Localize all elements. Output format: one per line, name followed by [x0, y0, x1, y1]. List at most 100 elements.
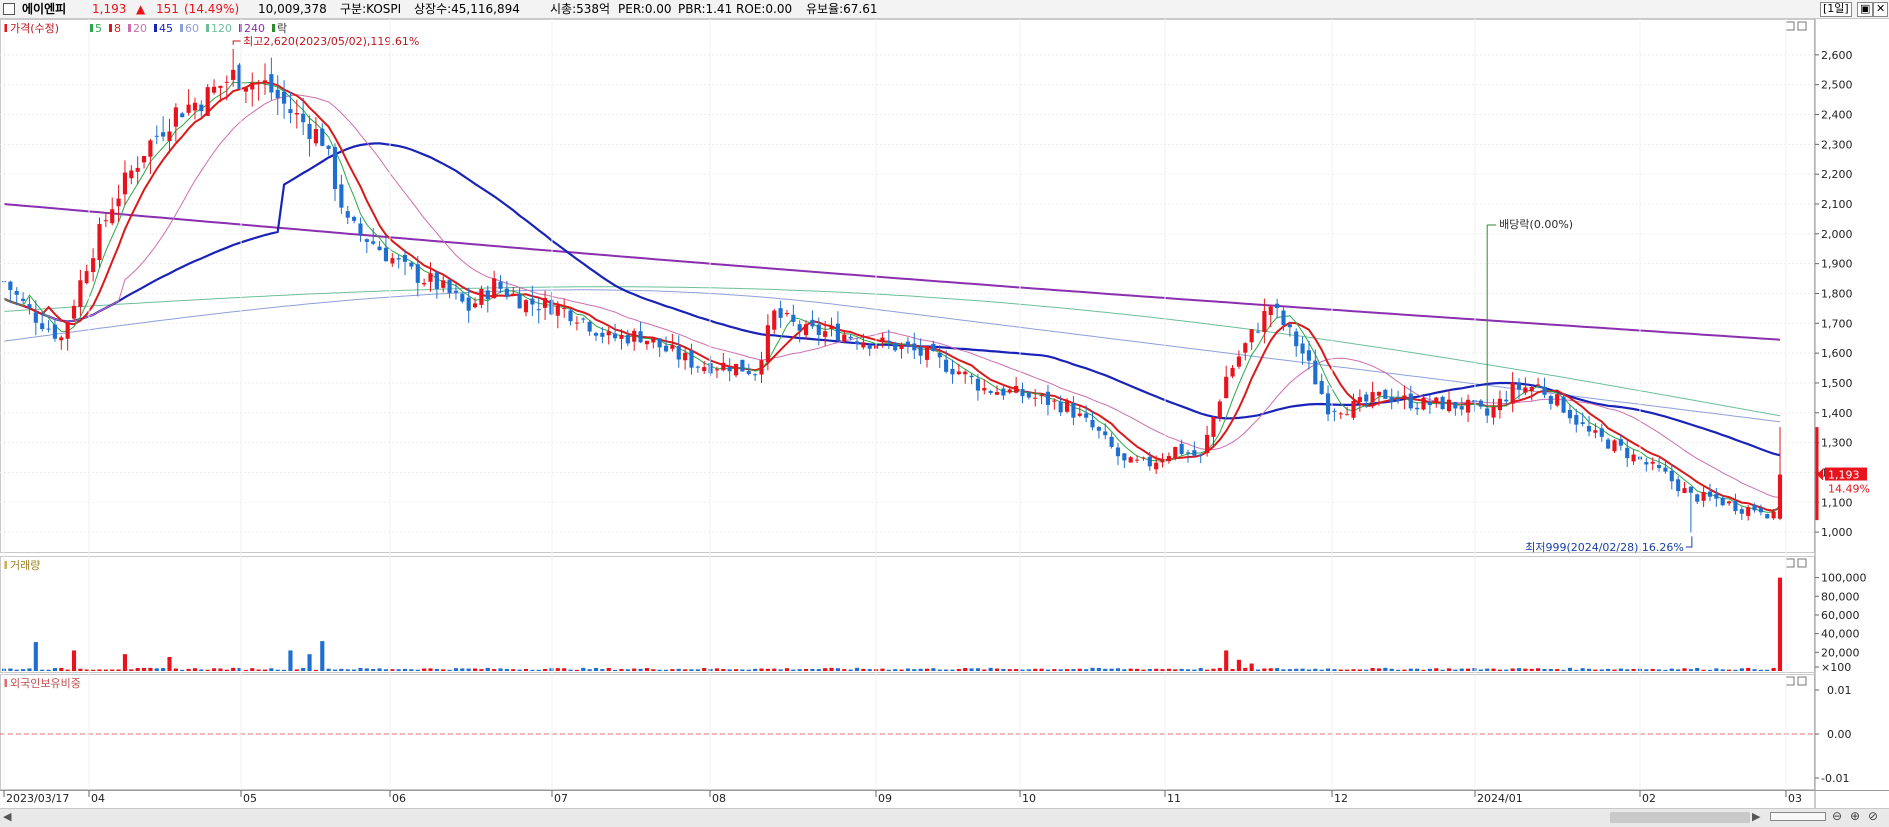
candle-body: [1020, 388, 1025, 397]
volume-bar: [1504, 669, 1509, 671]
high-marker: [232, 40, 242, 45]
volume-bar: [116, 669, 121, 671]
candle-body: [956, 371, 961, 375]
volume-bar: [657, 669, 662, 671]
candle-body: [1166, 455, 1171, 462]
candle-body: [740, 359, 745, 372]
candle-body: [71, 305, 77, 319]
candle-body: [1351, 400, 1356, 418]
volume-bar: [320, 641, 325, 671]
volume-bar: [1720, 669, 1725, 671]
volume-bar: [1071, 669, 1076, 671]
volume-bar: [1230, 668, 1235, 671]
zoom-in-icon[interactable]: ⊕: [1850, 809, 1861, 823]
volume-bar: [606, 667, 611, 671]
legend-ma-5: 5: [95, 22, 102, 35]
price-change-pct: (14.49%): [184, 2, 240, 16]
volume-bar: [1656, 669, 1662, 671]
candle-body: [1542, 386, 1547, 395]
volume-bar: [1395, 669, 1401, 671]
volume-bar: [759, 668, 764, 671]
volume-bar: [275, 669, 280, 671]
zoom-slider[interactable]: [1770, 812, 1826, 821]
candle-body: [587, 321, 592, 332]
volume-bar: [199, 669, 204, 671]
horizontal-scrollbar[interactable]: ◀ ▶ ⊖ ⊕ ⊘: [0, 808, 1889, 827]
volume-bar: [148, 667, 153, 671]
candle-body: [1364, 394, 1369, 402]
close-icon: [1797, 676, 1807, 686]
candle-body: [224, 81, 229, 83]
volume-bar: [1567, 667, 1573, 671]
volume-bar: [994, 668, 1000, 671]
candle-body: [103, 220, 108, 222]
window-icon[interactable]: [3, 3, 15, 15]
volume-bar: [110, 669, 115, 671]
candle-body: [1128, 457, 1133, 463]
volume-bar: [1612, 669, 1617, 671]
volume-bar: [1695, 667, 1700, 671]
candle-body: [65, 322, 70, 339]
volume-bar: [1084, 669, 1089, 671]
volume-bar: [1096, 667, 1101, 671]
arrow-left-icon[interactable]: ◀: [3, 810, 12, 823]
candle-body: [1357, 397, 1362, 402]
candle-body: [613, 333, 618, 339]
volume-bar: [402, 668, 408, 671]
x-tick-label: 2024/01: [1477, 792, 1523, 805]
candle-body: [485, 290, 490, 300]
ma240-line: [3, 203, 1781, 341]
volume-bar: [282, 669, 287, 671]
zoom-out-icon[interactable]: ⊖: [1832, 809, 1843, 823]
volume-bar: [173, 668, 178, 671]
volume-bar: [1115, 668, 1121, 671]
candle-body: [1160, 459, 1165, 463]
candle-body: [721, 362, 726, 371]
volume-bar: [441, 669, 446, 671]
candle-body: [1536, 384, 1541, 386]
close-icon[interactable]: ✕: [1873, 2, 1889, 17]
volume-bar: [568, 669, 573, 671]
volume-bar: [1281, 669, 1286, 671]
restore-icon[interactable]: ▣: [1857, 2, 1874, 17]
volume-bar: [867, 669, 872, 671]
scroll-thumb[interactable]: [1610, 812, 1750, 823]
candle-body: [345, 211, 350, 218]
candle-body: [1548, 396, 1553, 404]
candle-body: [383, 247, 389, 262]
candle-body: [352, 216, 357, 221]
ma20-line: [3, 94, 1781, 498]
candle-body: [1676, 479, 1681, 492]
volume-bar: [1618, 668, 1623, 671]
zoom-reset-icon[interactable]: ⊘: [1868, 809, 1879, 823]
candle-body: [969, 375, 974, 378]
volume-bar: [1287, 669, 1292, 671]
volume-bar: [231, 667, 236, 671]
volume-bar: [733, 669, 739, 671]
candle-body: [893, 342, 898, 351]
volume-bar: [689, 669, 694, 671]
volume-bar: [1625, 669, 1630, 671]
period-selector[interactable]: [1일]: [1820, 2, 1852, 17]
volume-bar: [1478, 669, 1483, 671]
candle-body: [619, 334, 624, 339]
volume-bar: [415, 669, 420, 671]
candle-body: [1383, 389, 1388, 399]
candle-body: [1122, 453, 1127, 461]
candle-body: [963, 371, 968, 375]
candle-body: [523, 300, 529, 313]
volume-bar: [880, 668, 885, 671]
volume-bar: [937, 669, 942, 671]
candle-body: [1325, 393, 1331, 415]
candle-body: [784, 312, 790, 315]
volume-bar: [886, 669, 891, 671]
volume-bar: [1211, 668, 1216, 671]
volume-bar: [1580, 668, 1585, 671]
arrow-right-icon[interactable]: ▶: [1752, 810, 1761, 823]
stock-chart[interactable]: 2,600 2,500 2,400 2,300 2,200 2,100 2,000 1,900…: [0, 19, 1889, 808]
candle-body: [683, 352, 688, 361]
volume-bar: [14, 669, 19, 671]
candle-body: [1656, 464, 1662, 468]
volume-bar: [816, 669, 821, 671]
legend-ma-240: 240: [244, 22, 265, 35]
